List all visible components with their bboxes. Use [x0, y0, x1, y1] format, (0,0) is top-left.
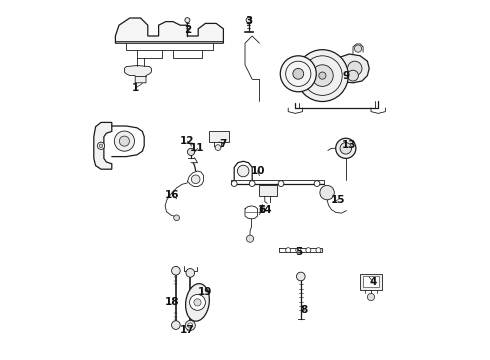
Circle shape — [246, 18, 251, 23]
Polygon shape — [337, 54, 369, 83]
Circle shape — [174, 215, 179, 221]
Text: 5: 5 — [295, 247, 303, 257]
Circle shape — [319, 72, 326, 79]
Bar — [209, 131, 229, 142]
Text: 2: 2 — [184, 24, 191, 35]
Circle shape — [312, 65, 333, 86]
Circle shape — [286, 248, 291, 253]
Circle shape — [186, 269, 195, 277]
Text: 7: 7 — [220, 139, 227, 149]
Circle shape — [190, 294, 205, 310]
Circle shape — [306, 248, 311, 253]
Bar — [360, 274, 382, 290]
Text: 3: 3 — [245, 16, 252, 26]
Circle shape — [368, 293, 374, 301]
Text: 9: 9 — [342, 71, 349, 81]
Circle shape — [278, 181, 284, 186]
Ellipse shape — [186, 284, 209, 321]
Bar — [363, 276, 379, 287]
Circle shape — [194, 299, 201, 306]
Bar — [259, 185, 277, 196]
Text: 1: 1 — [132, 83, 139, 93]
Circle shape — [192, 175, 200, 184]
Circle shape — [249, 181, 255, 186]
Circle shape — [293, 68, 304, 79]
Circle shape — [98, 142, 104, 149]
Circle shape — [347, 70, 358, 81]
Circle shape — [215, 145, 221, 150]
Polygon shape — [124, 66, 151, 83]
Circle shape — [296, 272, 305, 281]
Circle shape — [347, 61, 362, 76]
Text: 18: 18 — [165, 297, 179, 307]
Circle shape — [238, 165, 249, 177]
Text: 8: 8 — [301, 305, 308, 315]
Circle shape — [340, 143, 351, 154]
Circle shape — [354, 45, 362, 52]
Text: 10: 10 — [250, 166, 265, 176]
Circle shape — [185, 18, 190, 23]
Text: 6: 6 — [259, 204, 266, 215]
Circle shape — [280, 56, 316, 92]
Polygon shape — [116, 18, 223, 43]
Circle shape — [231, 181, 237, 186]
Circle shape — [187, 148, 195, 156]
Circle shape — [296, 248, 301, 253]
Circle shape — [246, 235, 254, 242]
Text: 12: 12 — [180, 136, 195, 146]
Text: 11: 11 — [190, 143, 205, 153]
Circle shape — [185, 320, 196, 330]
Circle shape — [120, 136, 129, 146]
Text: 4: 4 — [369, 276, 376, 287]
Circle shape — [314, 181, 320, 186]
Circle shape — [188, 323, 193, 328]
Circle shape — [172, 266, 180, 275]
Text: 15: 15 — [331, 195, 345, 205]
Circle shape — [114, 131, 134, 151]
Circle shape — [320, 185, 334, 200]
Text: 17: 17 — [180, 325, 195, 336]
Text: 14: 14 — [258, 204, 272, 215]
Polygon shape — [94, 122, 112, 169]
Text: 13: 13 — [342, 140, 356, 150]
Circle shape — [316, 248, 321, 253]
Circle shape — [296, 50, 348, 102]
Text: 16: 16 — [165, 190, 179, 200]
Circle shape — [172, 321, 180, 329]
Circle shape — [336, 138, 356, 158]
Circle shape — [99, 144, 103, 148]
Text: 19: 19 — [197, 287, 212, 297]
